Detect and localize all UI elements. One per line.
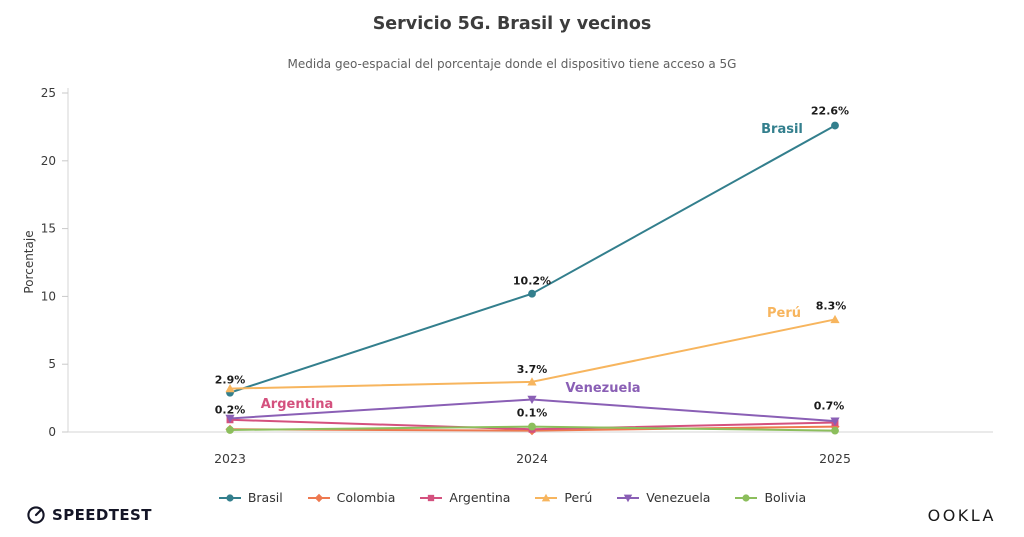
legend-marker-icon xyxy=(735,493,758,502)
series-marker-perú xyxy=(527,377,537,386)
legend-item-colombia[interactable]: Colombia xyxy=(307,490,396,505)
legend-label: Perú xyxy=(564,490,593,505)
legend-marker xyxy=(742,493,751,502)
chart-legend: Brasil Colombia Argentina Perú Venezuela Boli… xyxy=(0,490,1024,505)
series-line-brasil xyxy=(229,124,836,394)
ookla-wordmark: OOKLA xyxy=(927,506,996,525)
series-marker-brasil xyxy=(528,289,536,298)
legend-marker-icon xyxy=(307,493,330,502)
series-marker-venezuela xyxy=(225,414,235,424)
y-tick-label: 15 xyxy=(41,222,56,236)
legend-label: Brasil xyxy=(247,490,283,505)
speedtest-wordmark: SPEEDTEST xyxy=(52,506,152,524)
legend-item-brasil[interactable]: Brasil xyxy=(218,490,283,505)
y-tick-label: 5 xyxy=(48,357,56,371)
x-tick-label: 2025 xyxy=(819,451,851,466)
chart-subtitle: Medida geo-espacial del porcentaje donde… xyxy=(287,57,737,71)
legend-marker xyxy=(624,494,633,502)
series-marker-brasil xyxy=(831,121,839,130)
legend-marker-icon xyxy=(535,493,558,501)
data-label: 22.6% xyxy=(811,105,849,118)
y-tick-label: 25 xyxy=(41,86,56,100)
series-marker-bolivia xyxy=(831,426,839,435)
legend-item-venezuela[interactable]: Venezuela xyxy=(616,490,710,505)
legend-marker-icon xyxy=(218,493,241,502)
data-label: 2.9% xyxy=(215,374,246,387)
y-tick-label: 0 xyxy=(48,425,56,439)
y-axis-title: Porcentaje xyxy=(22,230,36,293)
series-marker-venezuela xyxy=(830,417,840,426)
data-label: 8.3% xyxy=(816,299,847,312)
x-tick-label: 2023 xyxy=(214,451,246,466)
series-label-argentina: Argentina xyxy=(261,397,334,412)
legend-item-bolivia[interactable]: Bolivia xyxy=(734,490,806,505)
series-label-brasil: Brasil xyxy=(761,122,803,137)
legend-label: Argentina xyxy=(449,490,511,505)
series-marker-bolivia xyxy=(528,422,536,431)
legend-label: Bolivia xyxy=(764,490,807,505)
legend-marker xyxy=(314,493,323,502)
series-label-perú: Perú xyxy=(767,306,801,321)
speedtest-logo: SPEEDTEST xyxy=(26,505,152,525)
series-marker-perú xyxy=(830,314,840,324)
legend-item-argentina[interactable]: Argentina xyxy=(419,490,510,505)
data-label: 3.7% xyxy=(517,363,548,376)
series-label-venezuela: Venezuela xyxy=(565,381,640,396)
series-marker-bolivia xyxy=(226,426,234,434)
legend-marker-icon xyxy=(420,494,443,501)
speedtest-gauge-icon xyxy=(27,506,45,524)
legend-label: Venezuela xyxy=(646,490,711,505)
x-tick-label: 2024 xyxy=(516,451,548,466)
data-label: 0.7% xyxy=(814,400,845,413)
chart-title: Servicio 5G. Brasil y vecinos xyxy=(372,14,652,34)
legend-marker xyxy=(428,494,435,501)
data-label: 0.1% xyxy=(517,407,548,420)
legend-marker xyxy=(542,493,551,501)
y-tick-label: 20 xyxy=(41,154,56,168)
legend-item-perú[interactable]: Perú xyxy=(534,490,592,505)
legend-marker xyxy=(226,493,234,502)
legend-marker-icon xyxy=(617,494,640,502)
legend-label: Colombia xyxy=(336,490,396,505)
series-marker-venezuela xyxy=(527,395,537,405)
series-marker-perú xyxy=(225,384,235,393)
ookla-logo: OOKLA xyxy=(928,506,996,525)
data-label: 0.2% xyxy=(215,403,246,416)
data-label: 10.2% xyxy=(513,275,551,288)
y-tick-label: 10 xyxy=(41,289,56,303)
